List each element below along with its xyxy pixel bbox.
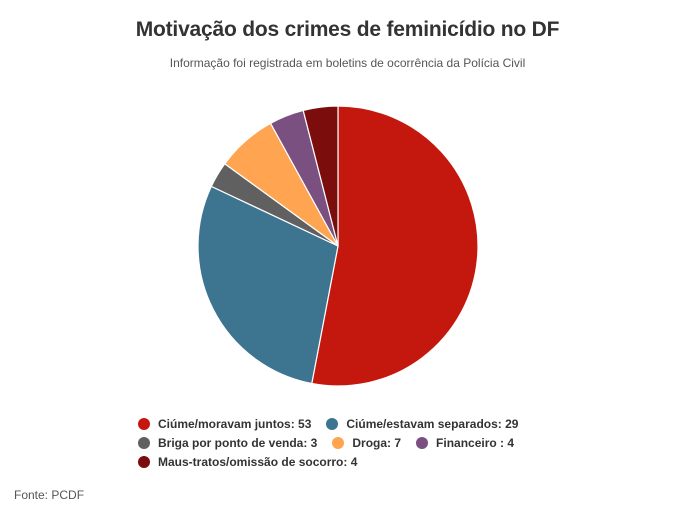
legend-label: Financeiro : 4 <box>436 435 515 450</box>
pie-slice-maus-tratos-omiss-o-de-socorro[interactable] <box>302 105 339 247</box>
pie-chart <box>197 105 479 387</box>
legend-label: Maus-tratos/omissão de socorro: 4 <box>158 454 358 469</box>
legend-label: Briga por ponto de venda: 3 <box>158 435 318 450</box>
pie-slice-ci-me-moravam-juntos[interactable] <box>311 105 479 387</box>
legend-item-briga-ponto-venda[interactable]: Briga por ponto de venda: 3 <box>138 436 317 450</box>
legend-row: Ciúme/moravam juntos: 53 Ciúme/estavam s… <box>138 414 578 433</box>
legend-swatch <box>138 436 150 449</box>
legend-label: Droga: 7 <box>352 435 402 450</box>
legend-item-maus-tratos[interactable]: Maus-tratos/omissão de socorro: 4 <box>138 455 357 469</box>
legend-item-ciume-estavam-separados[interactable]: Ciúme/estavam separados: 29 <box>326 417 518 431</box>
legend-swatch <box>416 436 429 449</box>
chart-subtitle: Informação foi registrada em boletins de… <box>169 56 526 70</box>
chart-title: Motivação dos crimes de feminicídio no D… <box>135 18 560 41</box>
legend-row: Briga por ponto de venda: 3 Droga: 7 Fin… <box>138 433 578 452</box>
legend-item-droga[interactable]: Droga: 7 <box>332 436 401 450</box>
source-note: Fonte: PCDF <box>14 488 85 502</box>
legend-row: Maus-tratos/omissão de socorro: 4 <box>138 452 578 471</box>
legend-label: Ciúme/moravam juntos: 53 <box>158 416 312 431</box>
legend-swatch <box>326 417 339 430</box>
legend-item-ciume-moravam-juntos[interactable]: Ciúme/moravam juntos: 53 <box>138 417 311 431</box>
legend-swatch <box>332 436 345 449</box>
legend-swatch <box>138 455 150 468</box>
legend-item-financeiro[interactable]: Financeiro : 4 <box>416 436 514 450</box>
legend-label: Ciúme/estavam separados: 29 <box>346 416 519 431</box>
legend-swatch <box>138 417 150 430</box>
legend: Ciúme/moravam juntos: 53 Ciúme/estavam s… <box>138 414 578 471</box>
pie-slice-ci-me-estavam-separados[interactable] <box>197 185 339 385</box>
